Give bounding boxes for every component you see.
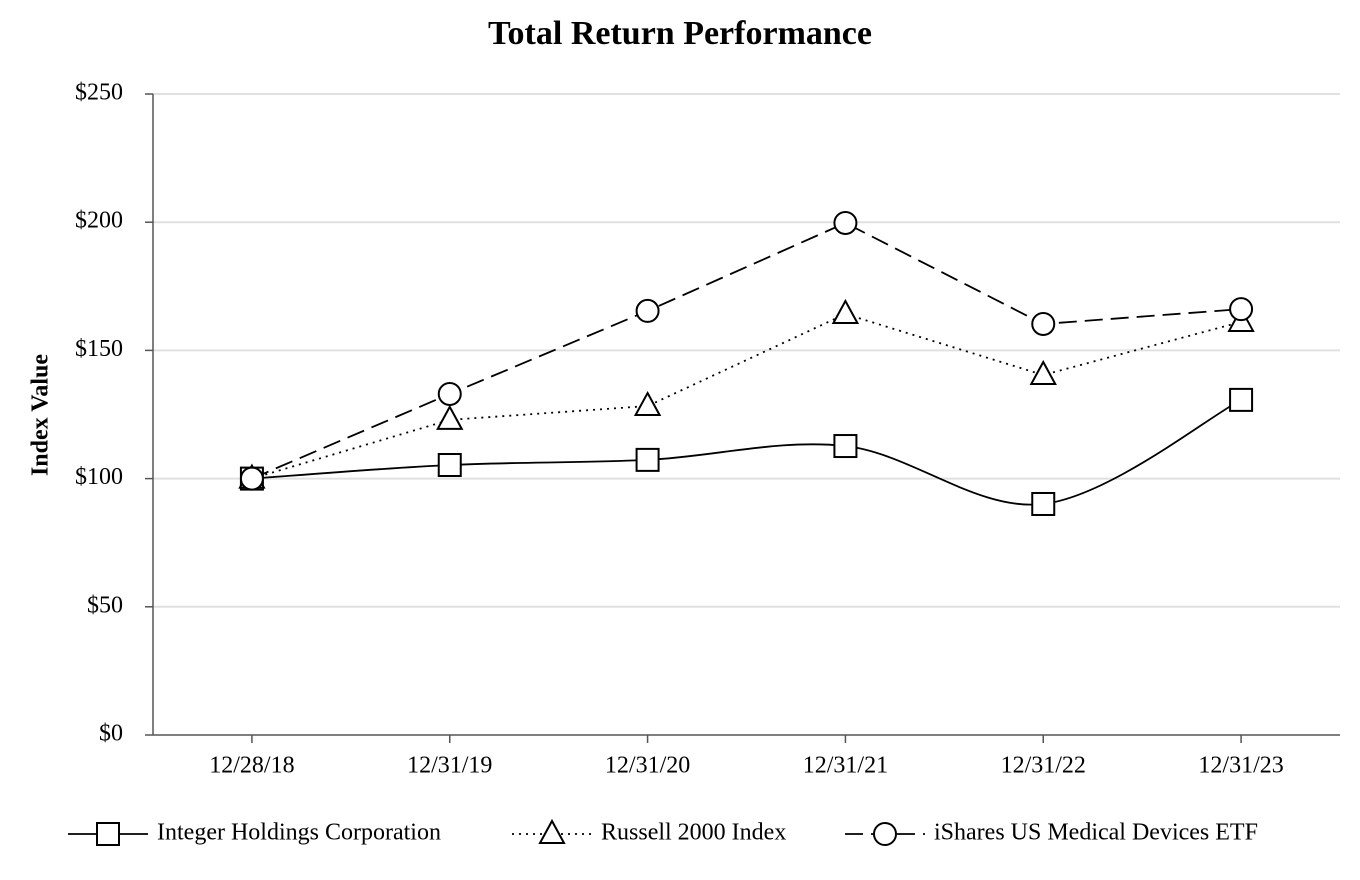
y-tick-label: $0 xyxy=(99,721,123,747)
marker xyxy=(833,210,858,235)
marker xyxy=(1029,359,1057,386)
y-tick-label: $200 xyxy=(75,208,123,234)
legend-marker xyxy=(873,822,897,846)
legend-marker xyxy=(96,822,120,846)
marker xyxy=(239,466,264,491)
marker xyxy=(437,381,462,406)
x-tick-label: 12/31/21 xyxy=(803,753,888,779)
series-line xyxy=(251,399,1242,506)
x-tick-label: 12/31/20 xyxy=(605,753,690,779)
marker xyxy=(1031,311,1056,336)
legend-label: iShares US Medical Devices ETF xyxy=(934,820,1258,846)
legend-label: Russell 2000 Index xyxy=(601,820,786,846)
series-line xyxy=(251,313,1242,480)
marker xyxy=(833,434,858,459)
x-tick-label: 12/31/23 xyxy=(1198,753,1283,779)
marker xyxy=(1031,491,1056,516)
y-tick-label: $100 xyxy=(75,464,123,490)
y-tick-label: $50 xyxy=(87,592,123,618)
marker xyxy=(1229,387,1254,412)
legend-label: Integer Holdings Corporation xyxy=(157,820,441,846)
x-tick-label: 12/31/19 xyxy=(407,753,492,779)
marker xyxy=(635,298,660,323)
marker xyxy=(436,404,464,430)
legend-marker xyxy=(538,818,566,844)
series-line xyxy=(251,221,1242,480)
marker xyxy=(633,390,662,417)
marker xyxy=(635,447,660,472)
y-axis-label: Index Value xyxy=(28,354,54,476)
marker xyxy=(831,298,860,324)
chart-title: Total Return Performance xyxy=(488,15,872,52)
marker xyxy=(437,453,462,478)
y-tick-label: $150 xyxy=(75,336,123,362)
x-tick-label: 12/31/22 xyxy=(1001,753,1086,779)
x-tick-label: 12/28/18 xyxy=(209,753,294,779)
y-tick-label: $250 xyxy=(75,80,123,106)
marker xyxy=(1229,297,1254,322)
